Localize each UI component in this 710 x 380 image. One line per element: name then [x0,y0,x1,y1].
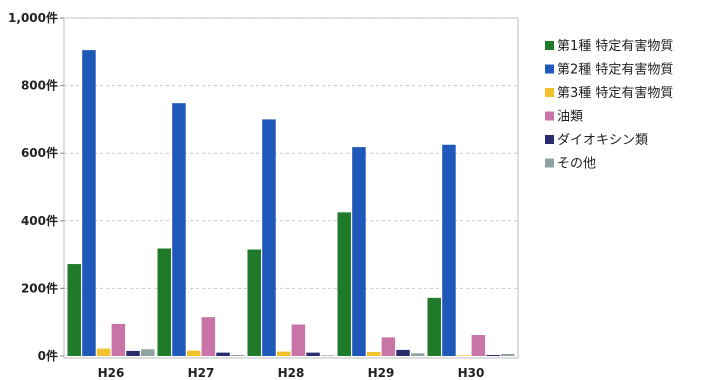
bar-H26-series-6 [141,349,155,356]
x-tick-label: H29 [368,366,395,380]
bar-H26-series-5 [126,351,140,356]
y-tick-label: 200件 [21,280,58,295]
bars [68,50,515,356]
x-tick-label: H28 [278,366,305,380]
bar-H29-series-4 [382,337,396,356]
bar-H30-series-3 [457,355,471,356]
bar-H28-series-2 [262,119,276,356]
bar-H28-series-3 [277,352,291,356]
legend-label: その他 [557,157,596,172]
legend-label: 第3種 特定有害物質 [557,85,673,101]
y-tick-label: 400件 [21,213,58,228]
bar-H30-series-5 [486,355,500,356]
x-axis-ticks: H26 H27 H28 H29 H30 [98,366,485,380]
y-tick-label: 800件 [21,78,58,93]
y-tick-label: 600件 [21,145,58,160]
legend-swatch [545,65,554,74]
x-tick-label: H30 [458,366,485,380]
bar-H29-series-3 [367,352,381,356]
bar-H30-series-6 [501,354,515,356]
bar-H29-series-2 [352,147,366,356]
bar-H27-series-4 [202,317,216,356]
x-tick-label: H27 [188,366,215,380]
bar-H27-series-1 [158,249,172,356]
bar-H26-series-1 [68,264,82,356]
bar-H29-series-1 [338,212,352,356]
bar-H28-series-1 [248,250,262,356]
bar-H30-series-1 [428,298,442,356]
legend-swatch [545,159,554,168]
bar-H28-series-5 [306,353,320,356]
legend-label: 第2種 特定有害物質 [557,62,673,78]
legend-swatch [545,112,554,121]
y-tick-label: 1,000件 [8,10,58,25]
y-axis-ticks: 0件 200件 400件 600件 800件 1,000件 [8,10,64,363]
legend-swatch [545,41,554,50]
legend-swatch [545,135,554,144]
legend-label: 第1種 特定有害物質 [557,38,673,54]
bar-H27-series-5 [216,353,230,356]
bar-H29-series-6 [411,353,425,356]
bar-H27-series-2 [172,103,186,356]
bar-H27-series-6 [231,355,245,356]
legend-label: 油類 [557,110,583,125]
bar-H28-series-4 [292,325,306,356]
legend-label: ダイオキシン類 [557,133,648,148]
bar-H27-series-3 [187,351,201,356]
bar-H30-series-4 [472,335,486,356]
bar-H26-series-3 [97,349,111,356]
bar-H26-series-2 [82,50,96,356]
bar-H28-series-6 [321,355,335,356]
bar-H30-series-2 [442,145,456,356]
y-tick-label: 0件 [38,348,58,363]
bar-H29-series-5 [396,350,410,356]
bar-H26-series-4 [112,324,126,356]
legend-swatch [545,88,554,97]
x-tick-label: H26 [98,366,125,380]
